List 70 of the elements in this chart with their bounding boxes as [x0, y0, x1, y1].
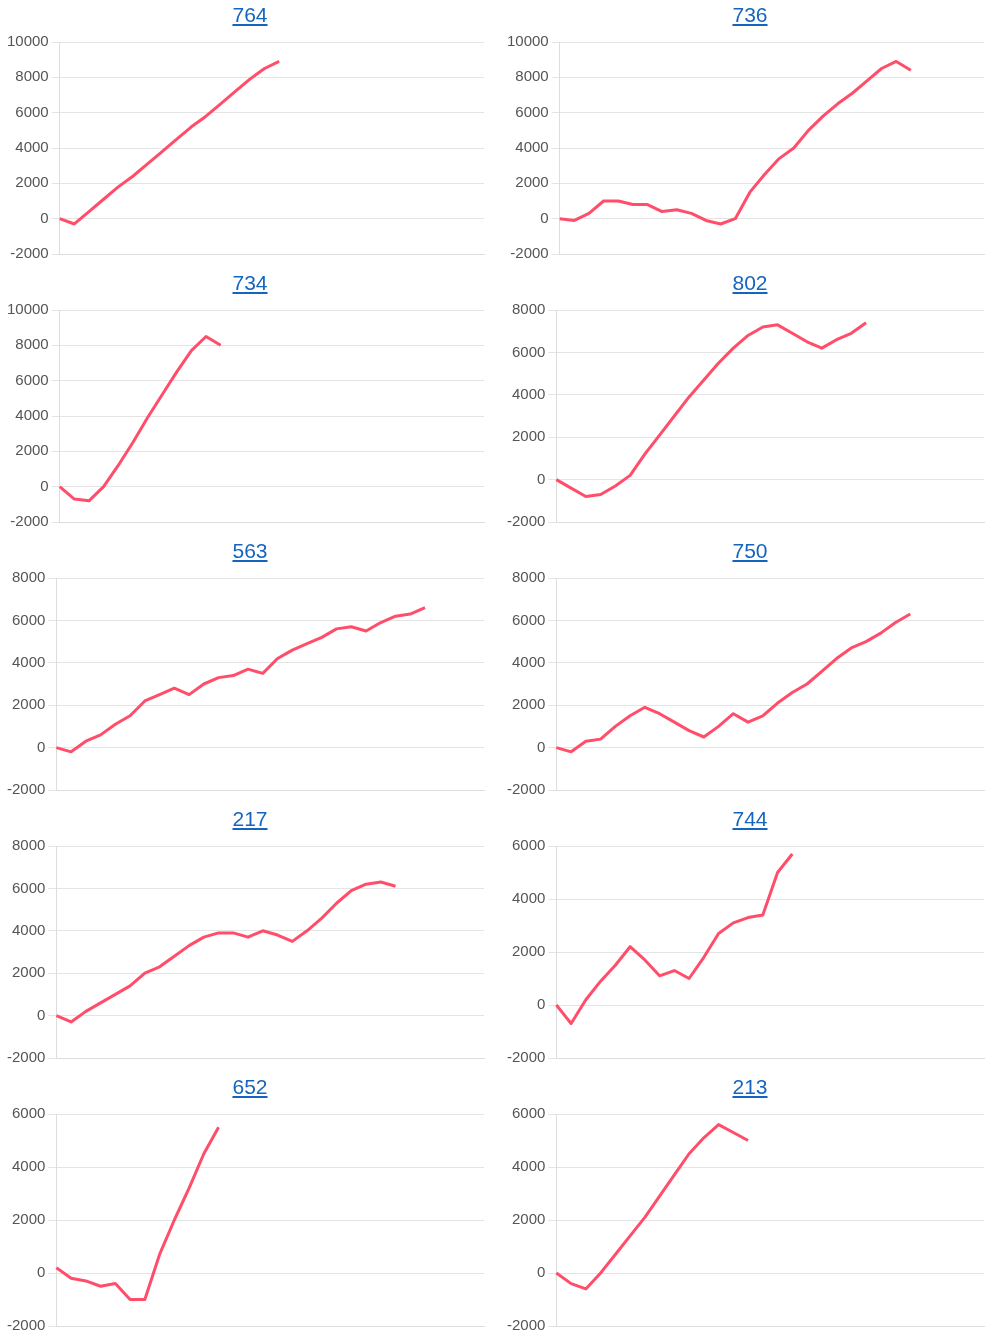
y-tick-label: 8000 [511, 300, 546, 318]
y-tick-label: 8000 [515, 67, 549, 85]
y-tick-label: 8000 [11, 836, 46, 854]
y-tick-label: 0 [537, 469, 546, 487]
y-tick-label: 0 [37, 737, 46, 755]
y-tick-label: 2000 [11, 695, 46, 713]
y-tick-label: 0 [37, 1005, 46, 1023]
y-tick-label: -2000 [510, 244, 549, 262]
y-tick-label: 0 [40, 476, 49, 494]
y-tick-label: 4000 [15, 138, 49, 156]
y-tick-label: 0 [537, 1263, 546, 1281]
y-tick-label: 4000 [511, 384, 546, 402]
y-tick-label: -2000 [506, 1048, 546, 1066]
y-tick-label: 0 [540, 208, 549, 226]
y-tick-label: -2000 [10, 244, 49, 262]
y-tick-label: 6000 [511, 342, 546, 360]
y-tick-label: -2000 [6, 780, 46, 798]
y-tick-label: 8000 [15, 67, 49, 85]
y-tick-label: -2000 [506, 1316, 546, 1334]
y-tick-label: 4000 [11, 1157, 46, 1175]
y-tick-label: 10000 [6, 300, 49, 318]
chart-title: 802 [731, 270, 769, 296]
y-tick-label: 6000 [511, 836, 546, 854]
chart-title: 563 [231, 538, 269, 564]
y-tick-label: 6000 [15, 370, 49, 388]
y-tick-label: 2000 [515, 173, 549, 191]
chart-title: 764 [231, 2, 269, 28]
y-tick-label: 0 [40, 208, 49, 226]
y-tick-label: 6000 [11, 1104, 46, 1122]
y-tick-label: 2000 [15, 441, 49, 459]
y-tick-label: 2000 [511, 942, 546, 960]
y-tick-label: 4000 [511, 652, 546, 670]
chart-title: 736 [731, 2, 769, 28]
y-tick-label: 4000 [11, 920, 46, 938]
y-tick-label: 8000 [11, 568, 46, 586]
y-tick-label: 2000 [511, 695, 546, 713]
y-tick-label: 4000 [15, 406, 49, 424]
y-tick-label: 2000 [511, 1210, 546, 1228]
y-tick-label: -2000 [6, 1316, 46, 1334]
chart-title: 734 [231, 270, 269, 296]
y-tick-label: 8000 [15, 335, 49, 353]
y-tick-label: 10000 [506, 32, 549, 50]
chart-title: 744 [731, 806, 769, 832]
y-tick-label: 6000 [511, 1104, 546, 1122]
y-tick-label: 4000 [515, 138, 549, 156]
y-tick-label: 0 [537, 737, 546, 755]
y-tick-label: 4000 [511, 889, 546, 907]
y-tick-label: -2000 [10, 512, 49, 530]
y-tick-label: -2000 [6, 1048, 46, 1066]
y-tick-label: 6000 [15, 102, 49, 120]
y-tick-label: -2000 [506, 780, 546, 798]
chart-title: 750 [731, 538, 769, 564]
y-tick-label: 8000 [511, 568, 546, 586]
y-tick-label: 2000 [11, 963, 46, 981]
chart-title: 652 [231, 1074, 269, 1100]
y-tick-label: 6000 [11, 878, 46, 896]
chart-title: 217 [231, 806, 269, 832]
y-tick-label: 2000 [15, 173, 49, 191]
y-tick-label: 6000 [11, 610, 46, 628]
y-tick-label: -2000 [506, 512, 546, 530]
y-tick-label: 0 [537, 995, 546, 1013]
y-tick-label: 6000 [511, 610, 546, 628]
y-tick-label: 6000 [515, 102, 549, 120]
y-tick-label: 2000 [511, 427, 546, 445]
y-tick-label: 0 [37, 1263, 46, 1281]
y-tick-label: 4000 [11, 652, 46, 670]
y-tick-label: 2000 [11, 1210, 46, 1228]
y-tick-label: 4000 [511, 1157, 546, 1175]
chart-title: 213 [731, 1074, 769, 1100]
y-tick-label: 10000 [6, 32, 49, 50]
